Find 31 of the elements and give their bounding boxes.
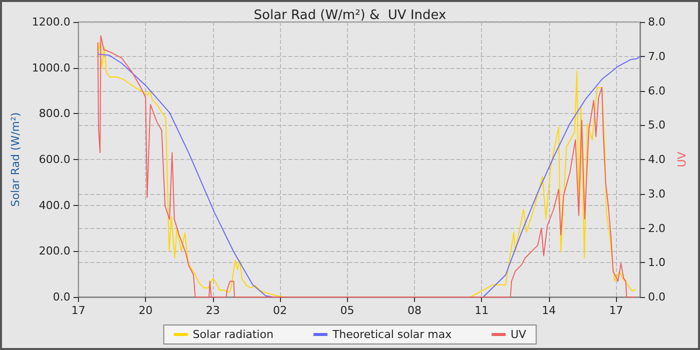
y-tick-label: 600.0 xyxy=(38,153,70,166)
y-tick-label: 1000.0 xyxy=(32,61,70,74)
y2-tick-label: 8.0 xyxy=(648,16,666,28)
y2-tick-label: 6.0 xyxy=(648,84,666,98)
y2-tick-label: 3.0 xyxy=(648,187,666,200)
x-tick-label: 17 xyxy=(609,304,624,317)
y-axis-title: Solar Rad (W/m²) xyxy=(9,112,22,207)
y2-tick-label: 1.0 xyxy=(648,256,666,270)
y-tick-label: 800.0 xyxy=(38,107,70,120)
chart-title: Solar Rad (W/m²) & UV Index xyxy=(254,8,447,23)
y-tick-label: 0.0 xyxy=(52,290,70,304)
y2-tick-label: 0.0 xyxy=(648,290,666,304)
y-tick-label: 1200.0 xyxy=(32,16,70,28)
y-tick-label: 400.0 xyxy=(38,198,70,212)
x-tick-label: 05 xyxy=(340,304,354,317)
legend-label: Solar radiation xyxy=(192,328,274,341)
x-tick-label: 20 xyxy=(138,304,153,317)
y2-tick-label: 5.0 xyxy=(648,118,666,132)
y2-axis-title: UV xyxy=(675,151,688,168)
x-tick-label: 17 xyxy=(71,304,86,317)
legend-label: UV xyxy=(510,328,527,341)
x-tick-label: 11 xyxy=(474,304,489,317)
y2-tick-label: 4.0 xyxy=(648,153,666,166)
y2-tick-label: 7.0 xyxy=(648,50,666,63)
x-tick-label: 23 xyxy=(206,304,220,317)
x-tick-label: 14 xyxy=(542,304,556,317)
x-tick-label: 02 xyxy=(273,304,288,317)
y-tick-label: 200.0 xyxy=(38,244,70,258)
legend-label: Theoretical solar max xyxy=(331,328,452,341)
x-tick-label: 08 xyxy=(407,304,422,317)
y2-tick-label: 2.0 xyxy=(648,222,666,235)
